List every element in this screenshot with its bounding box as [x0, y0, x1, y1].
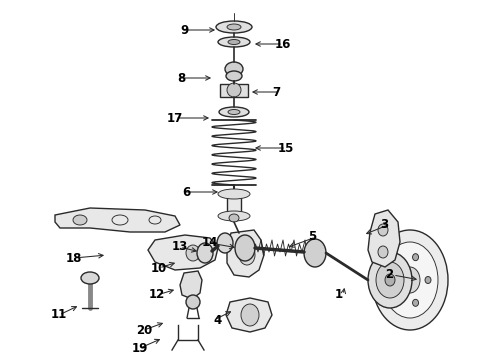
Text: 8: 8 [177, 72, 185, 85]
Ellipse shape [378, 246, 388, 258]
Polygon shape [227, 230, 264, 277]
Text: 3: 3 [380, 219, 388, 231]
Text: 11: 11 [51, 309, 67, 321]
Polygon shape [55, 208, 180, 232]
Ellipse shape [219, 107, 249, 117]
Ellipse shape [425, 276, 431, 284]
Text: 10: 10 [151, 261, 167, 274]
Ellipse shape [218, 189, 250, 199]
Ellipse shape [229, 214, 239, 222]
Ellipse shape [218, 37, 250, 47]
Ellipse shape [241, 304, 259, 326]
Bar [220, 84, 248, 96]
Ellipse shape [186, 295, 200, 309]
Ellipse shape [235, 235, 255, 261]
Ellipse shape [392, 291, 398, 298]
Ellipse shape [197, 243, 213, 263]
Text: 19: 19 [132, 342, 148, 355]
Ellipse shape [382, 242, 438, 318]
Text: 14: 14 [201, 237, 218, 249]
Ellipse shape [216, 21, 252, 33]
Ellipse shape [239, 245, 255, 265]
Ellipse shape [378, 224, 388, 236]
Polygon shape [368, 210, 400, 267]
Text: 5: 5 [308, 230, 316, 243]
Bar [227, 194, 241, 216]
Ellipse shape [392, 262, 398, 269]
Ellipse shape [228, 40, 240, 45]
Text: 2: 2 [385, 269, 393, 282]
Ellipse shape [376, 262, 404, 298]
Polygon shape [226, 298, 272, 332]
Polygon shape [148, 235, 218, 270]
Polygon shape [180, 271, 202, 299]
Text: 20: 20 [136, 324, 152, 337]
Ellipse shape [73, 215, 87, 225]
Text: 15: 15 [278, 141, 294, 154]
Ellipse shape [227, 83, 241, 97]
Text: 4: 4 [214, 314, 222, 327]
Ellipse shape [225, 62, 243, 76]
Ellipse shape [217, 233, 233, 253]
Ellipse shape [413, 254, 418, 261]
Ellipse shape [228, 109, 240, 114]
Text: 6: 6 [182, 185, 190, 198]
Text: 12: 12 [149, 288, 165, 302]
Ellipse shape [368, 252, 412, 308]
Text: 9: 9 [181, 23, 189, 36]
Ellipse shape [400, 267, 420, 293]
Ellipse shape [304, 239, 326, 267]
Ellipse shape [413, 299, 418, 306]
Text: 16: 16 [275, 37, 292, 50]
Text: 17: 17 [167, 112, 183, 125]
Ellipse shape [385, 274, 395, 286]
Text: 18: 18 [66, 252, 82, 265]
Ellipse shape [218, 211, 250, 221]
Ellipse shape [186, 245, 200, 261]
Text: 1: 1 [335, 288, 343, 302]
Ellipse shape [226, 71, 242, 81]
Ellipse shape [81, 272, 99, 284]
Ellipse shape [372, 230, 448, 330]
Ellipse shape [227, 24, 241, 30]
Text: 7: 7 [272, 85, 280, 99]
Text: 13: 13 [172, 240, 188, 253]
